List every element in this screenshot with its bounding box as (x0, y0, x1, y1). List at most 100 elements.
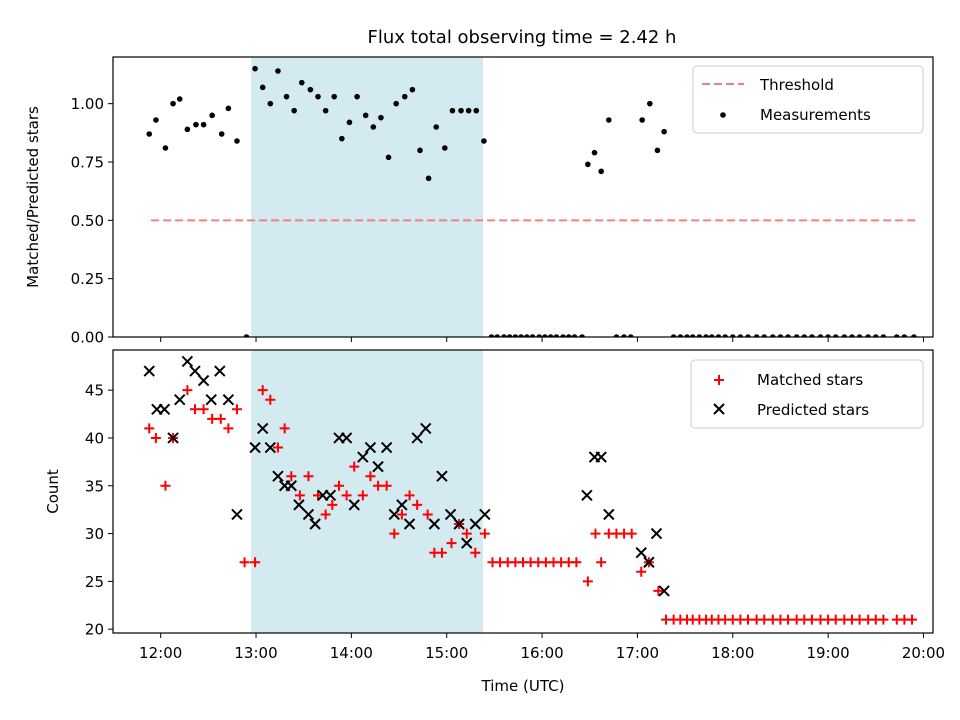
measurement-point (770, 334, 776, 337)
measurement-point (801, 334, 808, 337)
measurement-point (481, 138, 487, 144)
measurement-point (715, 334, 722, 337)
predicted-star-point (158, 403, 171, 415)
measurement-point (825, 334, 831, 337)
measurement-point (465, 107, 472, 114)
matched-star-point (223, 423, 234, 434)
predicted-star-point (285, 480, 298, 492)
legend-predicted-label: Predicted stars (757, 401, 869, 419)
y-tick-label: 1.00 (71, 95, 104, 113)
measurement-point (553, 334, 560, 337)
predicted-star-point (388, 508, 400, 521)
measurement-point (785, 334, 791, 337)
measurement-point (729, 334, 736, 337)
matched-star-point (150, 432, 161, 443)
matched-star-point (571, 557, 582, 568)
matched-star-point (590, 528, 601, 539)
matched-star-point (436, 547, 447, 558)
matched-star-point (596, 557, 607, 568)
predicted-star-point (181, 355, 194, 368)
measurement-point (449, 107, 456, 114)
measurement-point (856, 334, 863, 337)
matched-star-point (250, 557, 261, 568)
predicted-star-point (272, 470, 284, 482)
predicted-star-point (380, 441, 393, 454)
legend-matched-swatch (714, 375, 724, 385)
legend-box (692, 65, 924, 134)
measurement-point (565, 334, 572, 337)
measurement-point (378, 114, 384, 121)
matched-star-point (257, 385, 268, 396)
y-tick-label: 35 (85, 477, 104, 495)
measurement-point (200, 121, 207, 128)
y-tick-label: 30 (85, 525, 104, 543)
legend: Matched stars Predicted stars (690, 359, 924, 429)
y-tick-label: 20 (85, 621, 104, 639)
x-tick-label: 12:00 (139, 644, 182, 662)
measurement-point (433, 124, 440, 130)
y-tick-label: 0.00 (71, 329, 104, 347)
measurement-point (598, 168, 604, 175)
predicted-star-point (469, 518, 482, 530)
matched-star-point (854, 614, 865, 625)
x-axis-label: Time (UTC) (481, 677, 565, 695)
x-tick-label: 17:00 (616, 644, 659, 662)
predicted-star-point (357, 451, 369, 463)
measurement-point (298, 79, 305, 86)
measurement-point (621, 334, 627, 337)
measurement-point (547, 334, 554, 337)
measurement-point (708, 334, 715, 337)
measurement-point (346, 119, 353, 126)
matched-star-point (365, 471, 376, 482)
measurement-point (275, 68, 281, 74)
measurement-point (243, 334, 250, 337)
predicted-star-point (453, 518, 465, 530)
predicted-star-point (436, 470, 448, 482)
measurement-point (339, 135, 345, 142)
predicted-star-point (444, 508, 457, 521)
top-panel: 0.00 0.25 0.50 0.75 1.00 Matched/Predicted st… (24, 56, 934, 347)
predicted-star-point (643, 556, 655, 568)
predicted-star-point (302, 508, 315, 521)
measurement-point (613, 334, 620, 337)
axes-frame (112, 349, 934, 634)
measurement-point (283, 93, 290, 100)
measurement-point (753, 334, 760, 337)
measurement-point (872, 334, 879, 337)
matched-star-point (830, 614, 841, 625)
measurement-point (518, 334, 524, 337)
predicted-star-point (340, 432, 353, 444)
predicted-star-point (214, 365, 226, 377)
measurement-point (703, 334, 709, 337)
measurement-point (209, 112, 215, 119)
matched-star-point (190, 404, 200, 415)
measurement-point (259, 84, 266, 91)
predicted-star-point (222, 394, 235, 406)
legend-predicted-swatch (713, 403, 725, 415)
axes-frame (112, 56, 934, 338)
predicted-star-point (324, 489, 337, 502)
x-tick-label: 18:00 (711, 644, 754, 662)
measurement-point (745, 334, 751, 337)
predicted-star-point (264, 441, 277, 454)
measurement-point (647, 100, 653, 107)
predicted-star-point (231, 508, 243, 521)
predicted-star-point (167, 432, 179, 444)
legend: Threshold Measurements (692, 65, 924, 134)
matched-star-point (215, 413, 226, 424)
predicted-star-point (403, 518, 416, 530)
y-tick-label: 45 (85, 382, 104, 400)
measurement-point (425, 175, 432, 182)
matched-star-point (636, 566, 647, 577)
predicted-star-point (348, 499, 360, 511)
measurement-point (809, 334, 815, 337)
matched-star-point (231, 404, 242, 415)
measurement-point (536, 334, 543, 337)
predicted-star-point (309, 518, 321, 530)
matched-star-point (239, 557, 250, 568)
x-tick-label: 14:00 (330, 644, 373, 662)
predicted-star-point (581, 489, 593, 502)
matched-star-point (743, 614, 754, 625)
matched-star-point (272, 442, 283, 453)
measurement-point (627, 334, 634, 337)
